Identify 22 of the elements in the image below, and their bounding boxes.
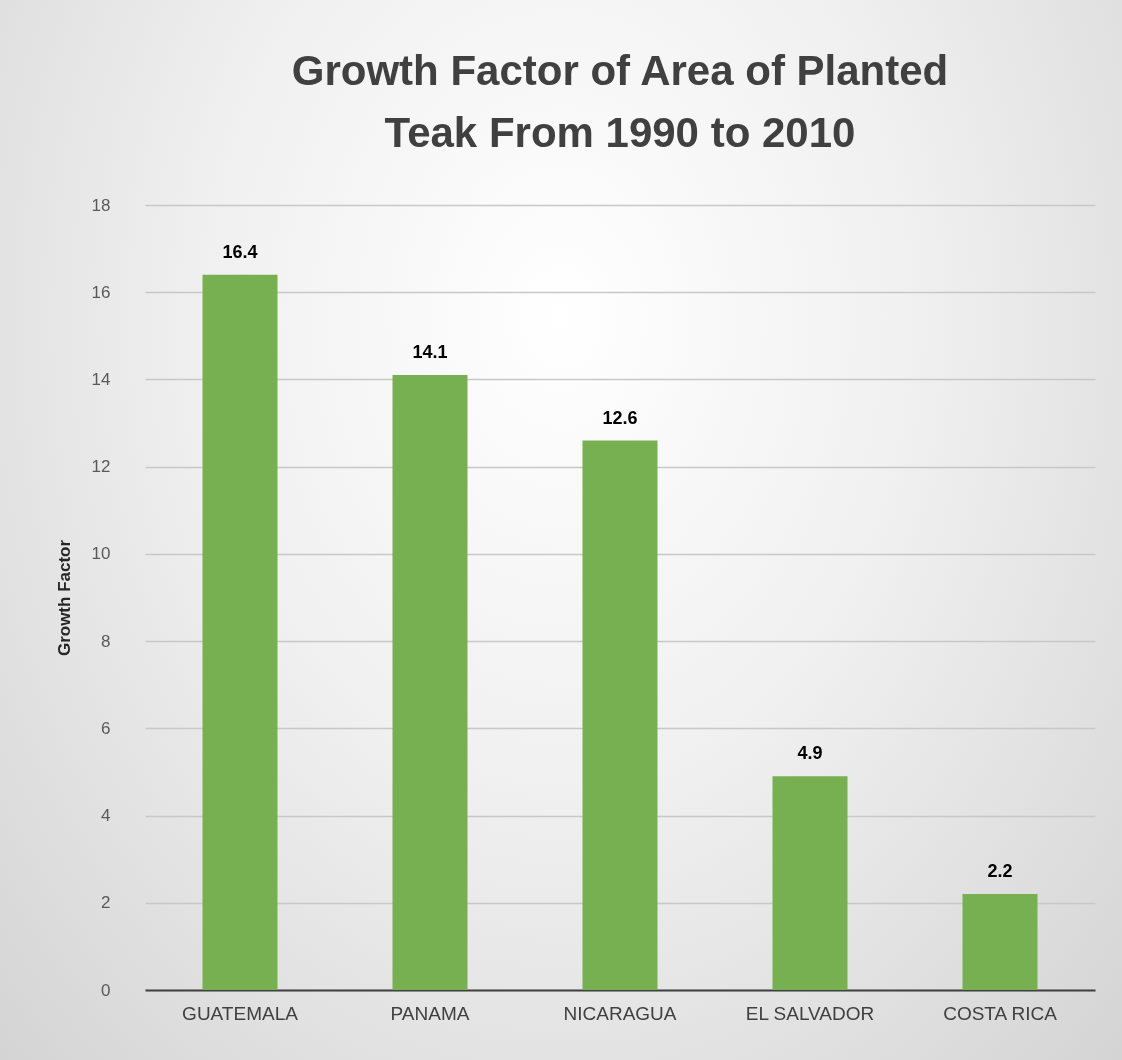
data-label: 14.1 xyxy=(412,342,448,363)
y-tick-label: 2 xyxy=(101,893,111,913)
x-tick-label: NICARAGUA xyxy=(563,1002,677,1024)
y-tick-label: 16 xyxy=(91,282,111,302)
x-tick-label: PANAMA xyxy=(390,1002,470,1024)
y-tick-label: 14 xyxy=(91,369,111,389)
y-axis-title: Growth Factor xyxy=(54,539,74,657)
y-tick-label: 12 xyxy=(91,457,111,477)
x-tick-label: GUATEMALA xyxy=(182,1002,299,1024)
y-tick-label: 0 xyxy=(101,980,111,1000)
data-label: 2.2 xyxy=(987,861,1013,882)
chart-title: Growth Factor of Area of Planted Teak From 1990 to 2010 xyxy=(291,47,949,156)
data-label: 4.9 xyxy=(797,743,823,764)
y-tick-label: 10 xyxy=(91,544,111,564)
x-tick-label: EL SALVADOR xyxy=(745,1002,875,1024)
x-tick-label: COSTA RICA xyxy=(943,1002,1058,1024)
y-tick-label: 6 xyxy=(101,718,111,738)
y-tick-label: 4 xyxy=(101,806,111,826)
data-label: 12.6 xyxy=(602,407,638,428)
data-label: 16.4 xyxy=(222,241,258,262)
y-tick-label: 18 xyxy=(91,195,111,215)
y-tick-label: 8 xyxy=(101,631,111,651)
